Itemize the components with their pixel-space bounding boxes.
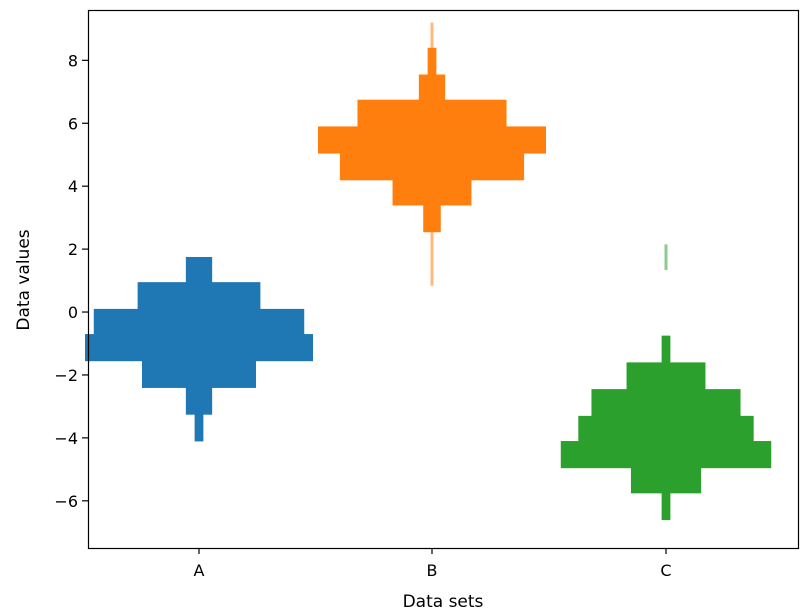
y-tick-label: 2 (68, 240, 78, 259)
histogram-bin-B-2 (392, 179, 472, 206)
histogram-bin-B-1 (423, 205, 441, 233)
histogram-bin-A-3 (85, 334, 313, 362)
y-tick-label: 0 (68, 303, 78, 322)
y-tick-label: 8 (68, 51, 78, 70)
histogram-bin-A-4 (93, 308, 305, 335)
histogram-bin-C-7 (664, 244, 668, 270)
histogram-bin-B-8 (430, 22, 434, 49)
plot-frame (87, 9, 800, 550)
histogram-bin-C-1 (630, 467, 702, 494)
x-tick-label: A (194, 561, 205, 580)
histogram-bin-B-4 (318, 126, 546, 154)
histogram-bin-A-1 (185, 387, 213, 415)
histogram-A (85, 256, 313, 442)
histogram-bin-C-2 (560, 441, 772, 469)
plot-area (85, 22, 772, 521)
histogram-bin-C-5 (626, 362, 706, 390)
histogram-bin-B-7 (427, 47, 437, 75)
x-axis: A B C (194, 548, 672, 580)
y-tick-label: 4 (68, 177, 78, 196)
y-tick-label: −6 (54, 492, 78, 511)
histogram-bin-C-4 (591, 389, 741, 417)
histogram-bin-A-6 (185, 256, 213, 283)
histogram-bin-B-5 (357, 99, 507, 127)
histogram-bin-C-6 (661, 335, 671, 363)
histogram-bin-B-6 (418, 74, 446, 101)
histogram-bin-A-5 (137, 282, 261, 310)
y-tick-label: −4 (54, 429, 78, 448)
histogram-bin-A-0 (194, 414, 204, 442)
y-tick-label: 6 (68, 114, 78, 133)
histogram-bin-B-0 (430, 231, 434, 286)
y-tick-label: −2 (54, 366, 78, 385)
histogram-bin-C-0 (661, 492, 671, 521)
y-axis-title: Data values (14, 229, 34, 330)
histogram-bin-A-2 (142, 360, 256, 388)
histogram-bin-C-3 (578, 415, 754, 442)
histogram-bin-B-3 (339, 153, 525, 181)
histogram-C (560, 244, 772, 521)
histogram-B (318, 22, 546, 286)
y-axis: −6 −4 −2 0 2 4 6 8 (54, 51, 88, 511)
x-tick-label: B (427, 561, 438, 580)
x-axis-title: Data sets (403, 592, 484, 612)
x-tick-label: C (660, 561, 671, 580)
